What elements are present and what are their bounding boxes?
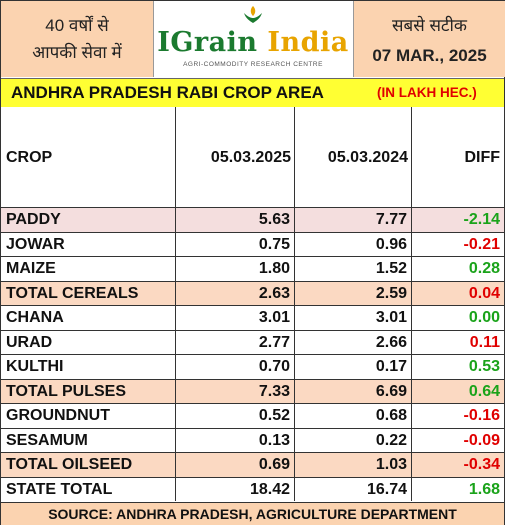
area-2024-cell: 0.68 (375, 407, 407, 424)
column-header-2025: 05.03.2025 (176, 107, 295, 207)
crop-name-cell: CHANA (6, 309, 64, 326)
area-2024-cell: 2.59 (375, 284, 407, 302)
area-2025-cell: 2.77 (258, 333, 290, 351)
area-2025-cell: 3.01 (258, 309, 290, 326)
area-2024-cell: 6.69 (375, 382, 407, 400)
crop-name-cell: KULTHI (6, 358, 64, 375)
diff-cell: -0.34 (463, 456, 500, 473)
crop-name-cell: PADDY (6, 211, 61, 228)
diff-cell: -2.14 (463, 211, 500, 228)
column-header-crop: CROP (1, 107, 176, 207)
report-date: 07 MAR., 2025 (372, 46, 487, 65)
area-2024-cell: 1.52 (375, 260, 407, 277)
diff-cell: 1.68 (468, 480, 500, 498)
table-title: ANDHRA PRADESH RABI CROP AREA (11, 83, 324, 102)
area-2025-cell: 0.75 (258, 235, 290, 253)
diff-cell: 0.11 (469, 333, 500, 351)
diff-cell: 0.53 (468, 358, 500, 375)
area-2024-cell: 0.22 (375, 431, 407, 449)
area-2025-cell: 18.42 (249, 480, 290, 498)
header-diff-label: DIFF (464, 149, 500, 166)
crop-name-cell: TOTAL CEREALS (6, 284, 139, 302)
table-row: CHANA 3.01 3.01 0.00 (1, 305, 504, 330)
crop-name-cell: URAD (6, 333, 53, 351)
tagline-line1: 40 वर्षों से (45, 16, 109, 35)
crop-name-cell: TOTAL OILSEED (6, 456, 133, 473)
table-row: TOTAL OILSEED 0.69 1.03 -0.34 (1, 452, 504, 477)
area-2024-cell: 16.74 (366, 480, 407, 498)
area-2025-cell: 0.70 (258, 358, 290, 375)
source-footer: SOURCE: ANDHRA PRADESH, AGRICULTURE DEPA… (1, 502, 504, 525)
diff-cell: 0.04 (468, 284, 500, 302)
area-2024-cell: 2.66 (375, 333, 407, 351)
table-row: STATE TOTAL 18.42 16.74 1.68 (1, 476, 504, 502)
header-2025-label: 05.03.2025 (210, 149, 291, 166)
tagline-line2: आपकी सेवा में (32, 43, 122, 62)
brand-wordmark: IGrain India (154, 27, 352, 58)
area-2025-cell: 1.80 (258, 260, 290, 277)
table-row: PADDY 5.63 7.77 -2.14 (1, 207, 504, 232)
table-row: JOWAR 0.75 0.96 -0.21 (1, 231, 504, 257)
diff-cell: 0.28 (468, 260, 500, 277)
crop-name-cell: STATE TOTAL (6, 480, 113, 498)
area-2025-cell: 0.69 (258, 456, 290, 473)
area-2025-cell: 0.13 (258, 431, 290, 449)
diff-cell: -0.21 (463, 235, 500, 253)
diff-cell: -0.09 (463, 431, 500, 449)
brand-word-accent: India (267, 27, 349, 58)
table-row: KULTHI 0.70 0.17 0.53 (1, 354, 504, 379)
header-banner: 40 वर्षों से आपकी सेवा में IGrain India … (1, 1, 505, 77)
diff-cell: 0.64 (468, 382, 500, 400)
brand-word-main: IGrain (157, 27, 258, 58)
crop-name-cell: SESAMUM (6, 431, 88, 449)
diff-cell: 0.00 (468, 309, 500, 326)
table-row: GROUNDNUT 0.52 0.68 -0.16 (1, 403, 504, 428)
crop-name-cell: TOTAL PULSES (6, 382, 127, 400)
crop-name-cell: MAIZE (6, 260, 56, 277)
area-2025-cell: 0.52 (258, 407, 290, 424)
area-2024-cell: 1.03 (375, 456, 407, 473)
area-2024-cell: 0.17 (375, 358, 407, 375)
table-row: SESAMUM 0.13 0.22 -0.09 (1, 427, 504, 453)
column-header-2024: 05.03.2024 (295, 107, 412, 207)
crop-name-cell: JOWAR (6, 235, 65, 253)
area-2024-cell: 3.01 (375, 309, 407, 326)
area-2025-cell: 2.63 (258, 284, 290, 302)
table-title-bar: ANDHRA PRADESH RABI CROP AREA (IN LAKH H… (1, 78, 504, 108)
brand-tagline: AGRI-COMMODITY RESEARCH CENTRE (183, 61, 323, 68)
column-divider (411, 107, 412, 501)
column-header-diff: DIFF (412, 107, 504, 207)
area-2025-cell: 5.63 (258, 211, 290, 228)
table-row: TOTAL PULSES 7.33 6.69 0.64 (1, 378, 504, 404)
table-row: MAIZE 1.80 1.52 0.28 (1, 256, 504, 281)
diff-cell: -0.16 (463, 407, 500, 424)
header-2024-label: 05.03.2024 (327, 149, 408, 166)
grain-emblem-icon (244, 6, 262, 23)
area-2024-cell: 7.77 (375, 211, 407, 228)
tagline-box: 40 वर्षों से आपकी सेवा में (1, 1, 154, 77)
date-box: सबसे सटीक 07 MAR., 2025 (353, 1, 505, 77)
area-2025-cell: 7.33 (258, 382, 290, 400)
unit-label: (IN LAKH HEC.) (377, 85, 477, 100)
table-row: TOTAL CEREALS 2.63 2.59 0.04 (1, 280, 504, 306)
area-2024-cell: 0.96 (375, 235, 407, 253)
brand-logo: IGrain India AGRI-COMMODITY RESEARCH CEN… (154, 1, 352, 77)
header-crop-label: CROP (6, 149, 53, 166)
table-row: URAD 2.77 2.66 0.11 (1, 329, 504, 355)
accuracy-tagline: सबसे सटीक (392, 16, 467, 35)
column-divider (294, 107, 295, 501)
column-divider (175, 107, 176, 501)
crop-name-cell: GROUNDNUT (6, 407, 110, 424)
